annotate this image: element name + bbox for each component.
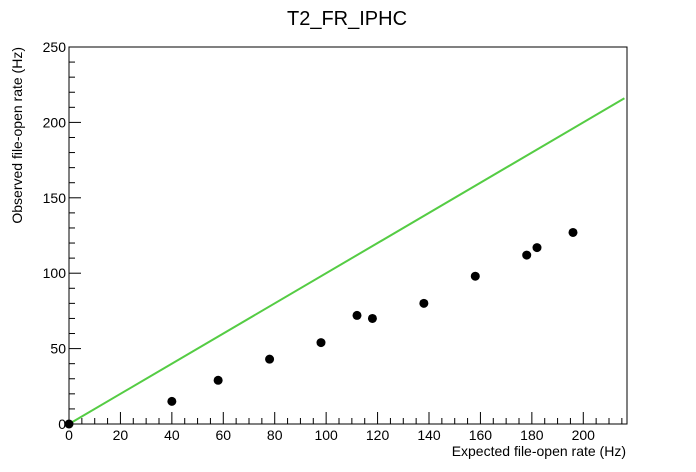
data-point [316,338,326,348]
data-point [568,227,578,237]
data-point [265,354,275,364]
y-tick-label: 250 [43,39,67,55]
y-tick-label: 200 [43,114,67,130]
x-axis: 0 20 40 60 80 100 120 140 160 180 200 [65,412,623,443]
data-point [532,243,542,253]
data-point [522,250,532,260]
x-tick-label: 120 [366,427,390,443]
y-tick-label: 100 [43,265,67,281]
x-tick-label: 80 [267,427,283,443]
x-tick-label: 140 [417,427,441,443]
y-tick-label: 50 [50,341,66,357]
data-point [367,313,377,323]
data-point [470,271,480,281]
chart-title: T2_FR_IPHC [287,8,407,30]
data-point [167,396,177,406]
data-point [64,419,74,429]
x-axis-label: Expected file-open rate (Hz) [452,443,626,459]
x-tick-label: 180 [520,427,544,443]
x-tick-label: 40 [164,427,180,443]
series-layer [64,97,625,429]
x-tick-label: 160 [469,427,493,443]
y-tick-label: 150 [43,190,67,206]
x-tick-label: 20 [113,427,129,443]
plot-frame [68,46,628,425]
data-point [419,298,429,308]
data-point [213,375,223,385]
y-axis: 0 50 100 150 200 250 [43,39,81,432]
y-tick-label: 0 [58,416,66,432]
x-tick-label: 100 [314,427,338,443]
reference-line [68,97,625,425]
x-tick-label: 60 [215,427,231,443]
y-axis-label: Observed file-open rate (Hz) [9,47,25,224]
x-tick-label: 0 [65,427,73,443]
data-point [352,310,362,320]
x-tick-label: 200 [572,427,596,443]
